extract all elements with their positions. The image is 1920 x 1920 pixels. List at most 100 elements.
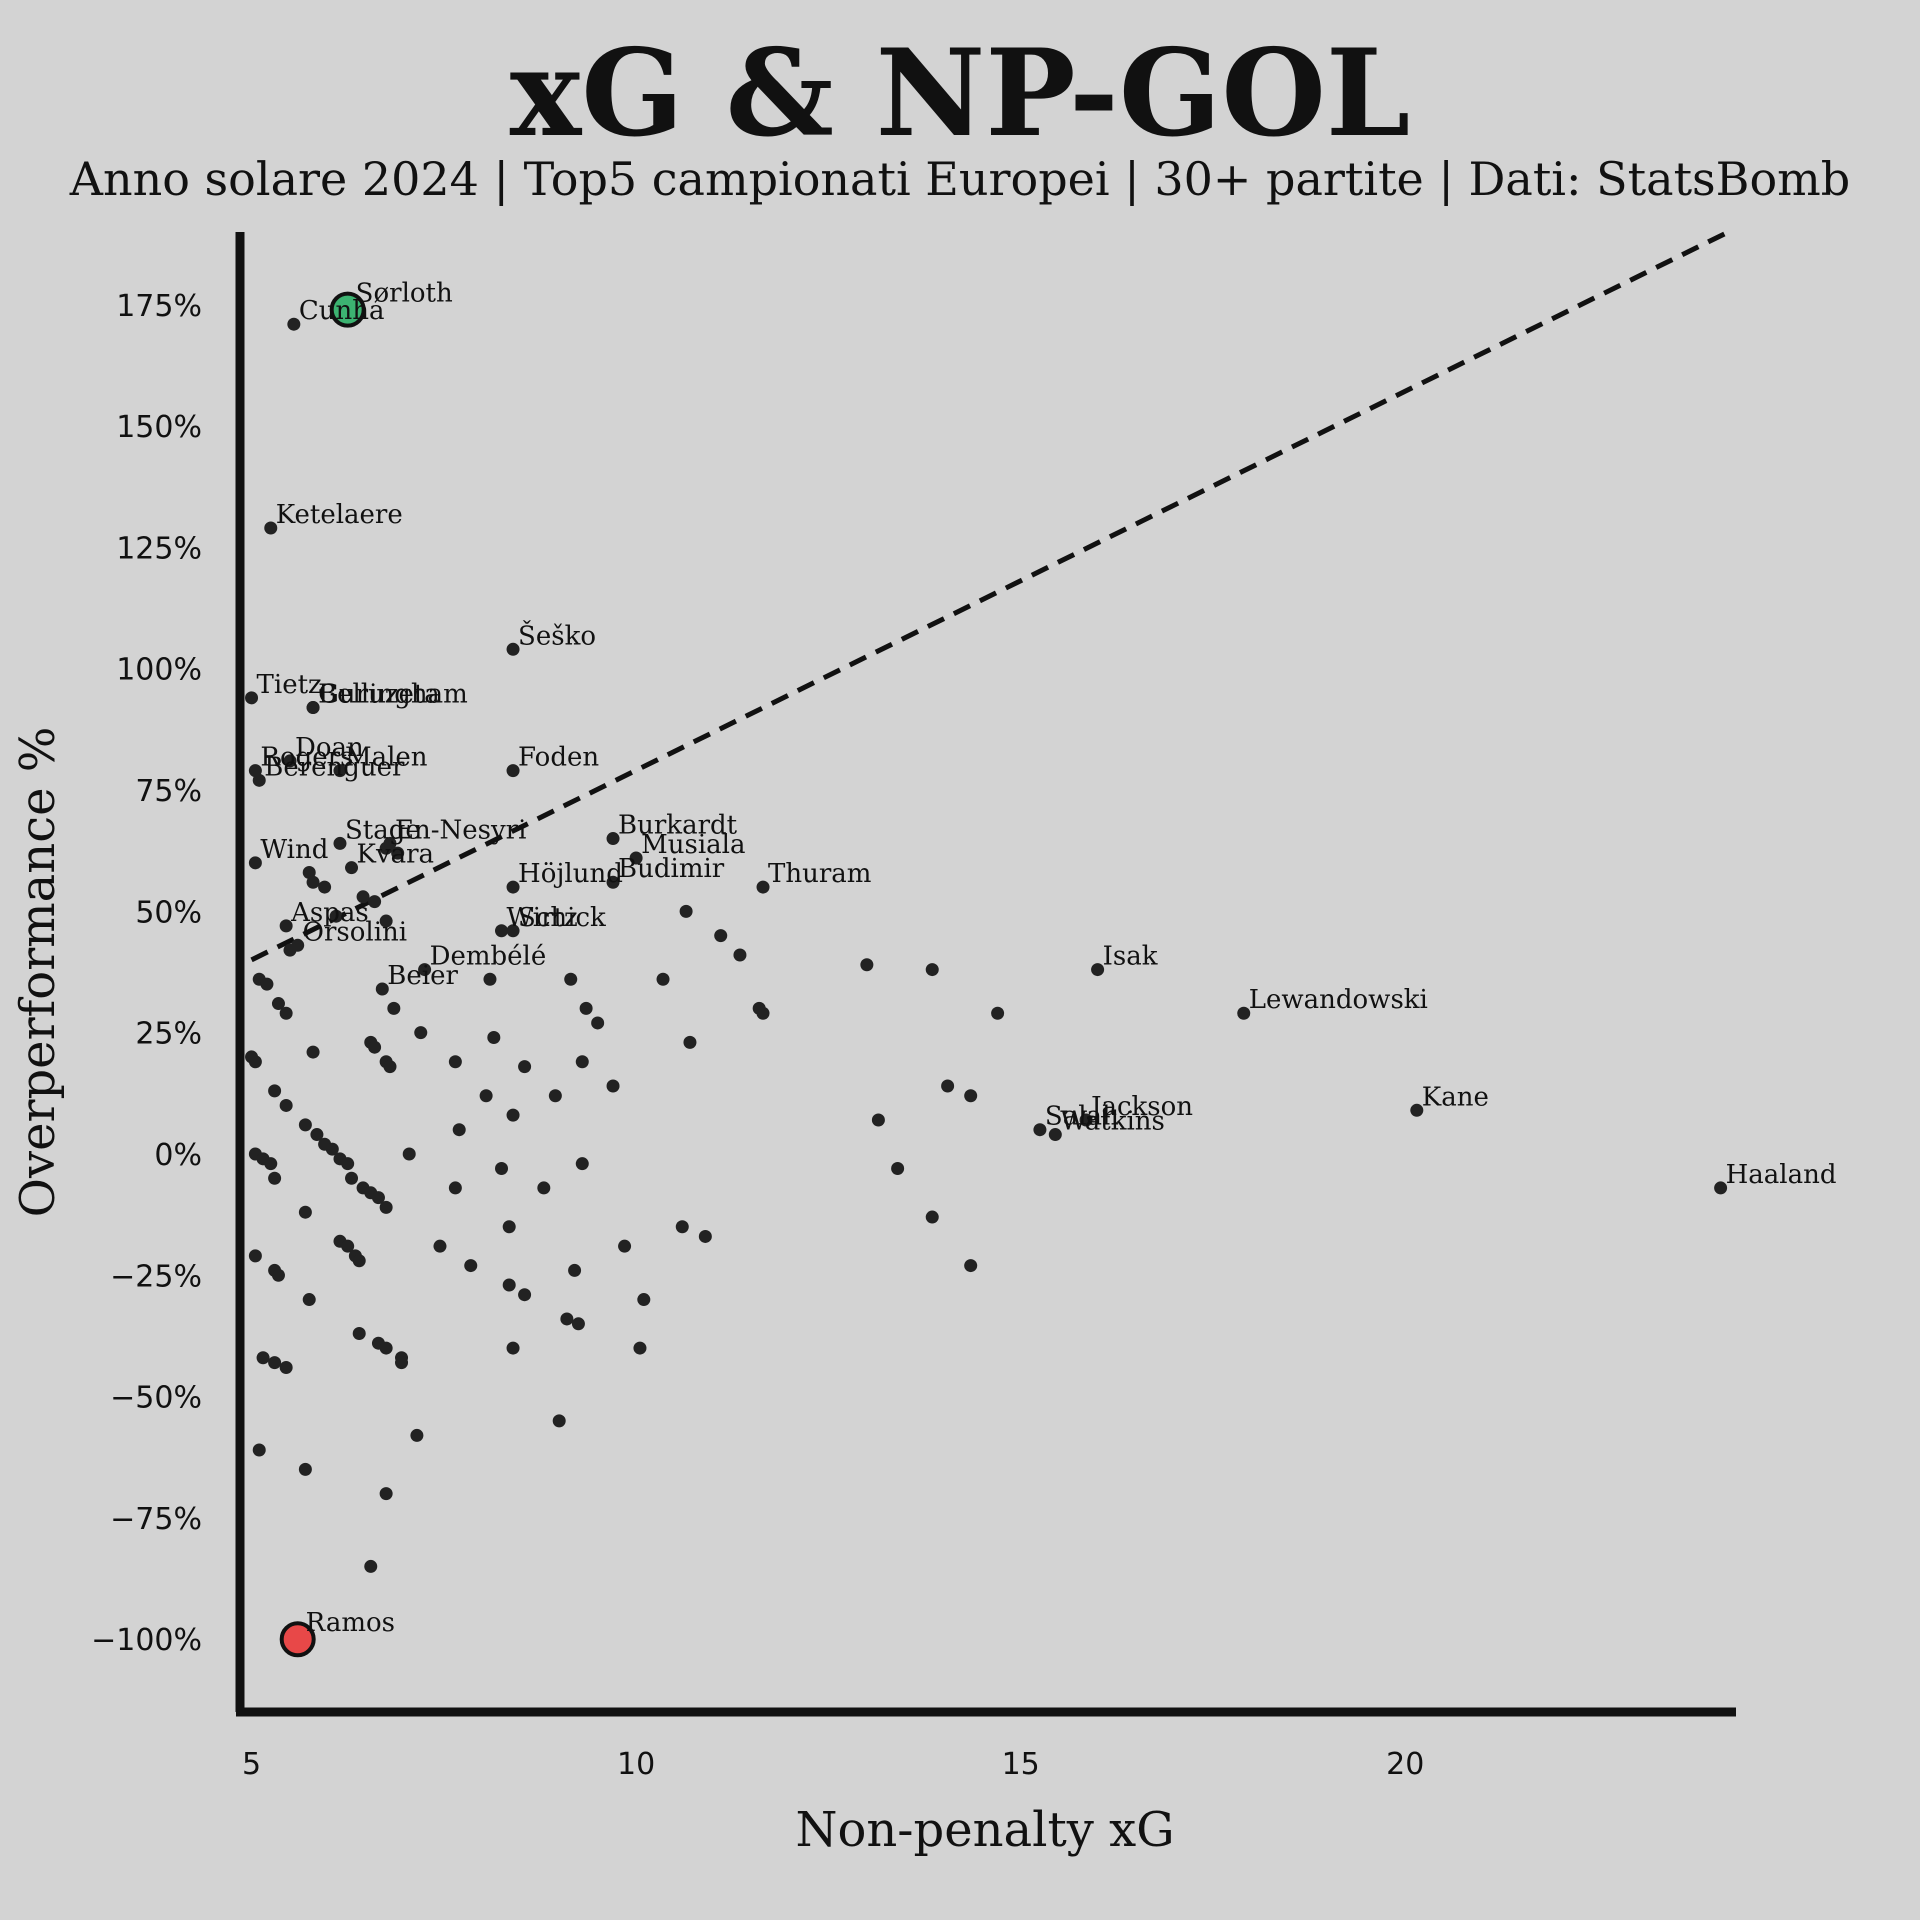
data-point bbox=[391, 846, 405, 860]
data-point bbox=[271, 997, 285, 1011]
data-point bbox=[860, 958, 874, 972]
data-point bbox=[433, 1239, 447, 1253]
data-point bbox=[248, 1249, 262, 1263]
data-point bbox=[298, 1462, 312, 1476]
data-point bbox=[364, 1559, 378, 1573]
data-point bbox=[345, 1171, 359, 1185]
data-point bbox=[395, 1356, 409, 1370]
highlight-point bbox=[279, 1621, 316, 1658]
point-label: Budimir bbox=[618, 854, 725, 884]
data-point bbox=[341, 1239, 355, 1253]
point-label: Bellingham bbox=[318, 680, 468, 710]
data-point bbox=[606, 875, 620, 889]
highlight-point bbox=[329, 291, 366, 328]
data-point bbox=[329, 909, 343, 923]
data-point bbox=[371, 1191, 385, 1205]
data-point bbox=[560, 1312, 574, 1326]
data-point bbox=[564, 972, 578, 986]
data-point bbox=[506, 924, 520, 938]
point-label: Jackson bbox=[1088, 1092, 1193, 1122]
y-tick-label: 150% bbox=[116, 410, 202, 445]
data-point bbox=[260, 977, 274, 991]
point-label: Beier bbox=[387, 961, 458, 991]
data-point bbox=[368, 895, 382, 909]
point-label: Wind bbox=[260, 835, 328, 865]
data-point bbox=[318, 880, 332, 894]
data-point bbox=[245, 691, 259, 705]
data-point bbox=[571, 1317, 585, 1331]
data-point bbox=[306, 1045, 320, 1059]
data-point bbox=[333, 836, 347, 850]
y-tick-label: −50% bbox=[110, 1381, 202, 1416]
y-tick-label: −75% bbox=[110, 1502, 202, 1537]
data-point bbox=[325, 1142, 339, 1156]
data-point bbox=[464, 1259, 478, 1273]
data-point bbox=[925, 963, 939, 977]
data-point bbox=[268, 1171, 282, 1185]
data-point bbox=[264, 1157, 278, 1171]
x-tick-label: 20 bbox=[1386, 1747, 1424, 1782]
data-point bbox=[964, 1089, 978, 1103]
data-point bbox=[1091, 963, 1105, 977]
y-tick-label: −100% bbox=[91, 1623, 202, 1658]
data-point bbox=[383, 1060, 397, 1074]
data-point bbox=[1410, 1103, 1424, 1117]
data-point bbox=[352, 1327, 366, 1341]
x-tick-label: 10 bbox=[617, 1747, 655, 1782]
point-label: Sørloth bbox=[356, 279, 453, 309]
points-layer bbox=[245, 291, 1728, 1658]
reference-line bbox=[250, 229, 1730, 963]
data-point bbox=[271, 1268, 285, 1282]
data-point bbox=[279, 1006, 293, 1020]
data-point bbox=[591, 1016, 605, 1030]
data-point bbox=[418, 963, 432, 977]
data-point bbox=[575, 1055, 589, 1069]
data-point bbox=[606, 1079, 620, 1093]
y-axis-label: Overperformance % bbox=[10, 727, 66, 1218]
data-point bbox=[991, 1006, 1005, 1020]
point-label: Foden bbox=[518, 743, 599, 773]
data-point bbox=[1033, 1123, 1047, 1137]
data-point bbox=[637, 1293, 651, 1307]
point-label: Watkins bbox=[1060, 1107, 1165, 1137]
data-point bbox=[248, 1055, 262, 1069]
point-label: Malen bbox=[345, 743, 428, 773]
data-point bbox=[283, 754, 297, 768]
data-point bbox=[379, 1487, 393, 1501]
point-label: Höjlund bbox=[518, 859, 623, 889]
data-point bbox=[518, 1288, 532, 1302]
point-label: Wirtz bbox=[507, 903, 578, 933]
data-point bbox=[506, 764, 520, 778]
point-label: Guruzeta bbox=[318, 680, 440, 710]
data-point bbox=[756, 880, 770, 894]
point-label: Cunha bbox=[299, 296, 385, 326]
data-point bbox=[733, 948, 747, 962]
data-point bbox=[502, 1278, 516, 1292]
data-point bbox=[1079, 1113, 1093, 1127]
y-tick-label: 125% bbox=[116, 531, 202, 566]
data-point bbox=[310, 1128, 324, 1142]
data-point bbox=[452, 1123, 466, 1137]
data-point bbox=[279, 919, 293, 933]
x-axis-label: Non-penalty xG bbox=[795, 1802, 1174, 1858]
data-point bbox=[264, 521, 278, 535]
data-point bbox=[633, 1341, 647, 1355]
data-point bbox=[291, 938, 305, 952]
y-tick-label: 100% bbox=[116, 653, 202, 688]
data-point bbox=[298, 1205, 312, 1219]
axes-layer: 5 10 15 20 −100% −75% −50% −25% 0% 25% 50% 75% 100% 1… bbox=[91, 232, 1736, 1782]
data-point bbox=[871, 1113, 885, 1127]
point-label: Rogers bbox=[260, 743, 353, 773]
data-point bbox=[306, 875, 320, 889]
data-point bbox=[256, 1351, 270, 1365]
data-point bbox=[618, 1239, 632, 1253]
point-label: Musiala bbox=[641, 830, 745, 860]
data-point bbox=[487, 1031, 501, 1045]
data-point bbox=[683, 1035, 697, 1049]
y-tick-label: 50% bbox=[135, 895, 202, 930]
data-point bbox=[387, 1001, 401, 1015]
point-label: Schick bbox=[518, 903, 606, 933]
data-point bbox=[279, 1360, 293, 1374]
y-tick-label: 75% bbox=[135, 774, 202, 809]
point-label: Kvara bbox=[357, 840, 435, 870]
